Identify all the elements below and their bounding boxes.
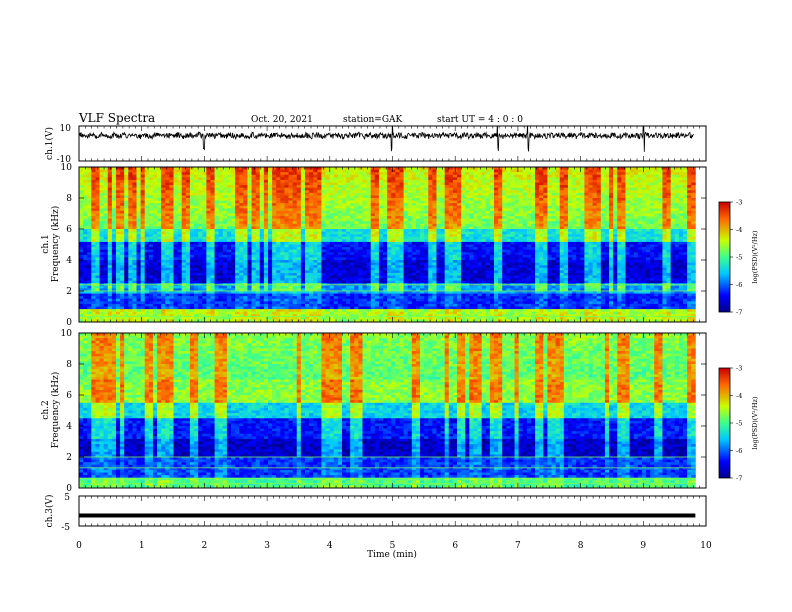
ch1-spectrogram-panel: 0 2 4 6 8 10 ch.1 Frequency (kHz) [41, 163, 707, 328]
x-tick-label: 1 [139, 541, 145, 551]
ch1-colorbar-label: log(PSD)(V²/Hz) [751, 230, 759, 283]
date-label: Oct. 20, 2021 [251, 115, 313, 125]
ch2-colorbar-label: log(PSD)(V²/Hz) [751, 396, 759, 449]
ch3-ytick-bottom: -5 [61, 523, 70, 533]
y-tick-label: 0 [66, 318, 72, 328]
colorbar-tick-label: -6 [736, 281, 742, 289]
figure-title: VLF Spectra [78, 111, 155, 125]
ch1-ylabel: ch.1(V) [44, 127, 55, 160]
ch2-spec-ylabel-frequency: Frequency (kHz) [50, 372, 61, 449]
y-tick-label: 10 [61, 163, 73, 173]
y-tick-label: 10 [61, 329, 73, 339]
colorbar-tick-label: -4 [736, 226, 742, 234]
x-tick-label: 4 [327, 541, 333, 551]
ch2-colorbar: -3 -4 -5 -6 -7 log(PSD)(V²/Hz) [718, 365, 759, 483]
ch2-spectrogram-image [79, 333, 696, 489]
start-ut-label: start UT = 4 : 0 : 0 [437, 115, 523, 125]
y-tick-label: 4 [66, 256, 72, 266]
y-tick-label: 6 [66, 225, 72, 235]
ch1-spec-ylabel-frequency: Frequency (kHz) [50, 206, 61, 283]
ch2-spec-ylabel-channel: ch.2 [41, 400, 51, 419]
y-tick-label: 6 [66, 391, 72, 401]
x-tick-label: 5 [390, 541, 396, 551]
ch1-colorbar: -3 -4 -5 -6 -7 log(PSD)(V²/Hz) [718, 199, 759, 317]
ch3-ylabel: ch.3(V) [44, 495, 55, 528]
ch3-ytick-top: 5 [64, 493, 70, 503]
ch2-colorbar-gradient [718, 367, 731, 479]
ch1-waveform-line [79, 126, 694, 152]
station-label: station=GAK [343, 115, 403, 125]
y-tick-label: 2 [66, 287, 72, 297]
colorbar-tick-label: -3 [736, 365, 742, 373]
colorbar-tick-label: -5 [736, 254, 742, 262]
x-tick-label: 6 [452, 541, 458, 551]
colorbar-tick-label: -7 [736, 475, 742, 483]
ch1-spectrogram-image [79, 167, 696, 323]
x-tick-label: 0 [76, 541, 82, 551]
colorbar-tick-label: -3 [736, 199, 742, 207]
x-tick-label: 10 [700, 541, 712, 551]
x-tick-label: 7 [515, 541, 521, 551]
ch1-spec-ylabel-channel: ch.1 [41, 234, 51, 253]
ch1-ytick-bottom: -10 [57, 155, 72, 165]
y-tick-label: 2 [66, 453, 72, 463]
x-axis-label: Time (min) [367, 549, 417, 560]
x-tick-label: 9 [640, 541, 646, 551]
x-axis-tick-labels: 0 1 2 3 4 5 6 7 8 9 10 [76, 541, 712, 551]
ch1-ytick-top: 10 [60, 124, 72, 134]
colorbar-tick-label: -5 [736, 420, 742, 428]
x-tick-label: 3 [264, 541, 270, 551]
colorbar-tick-label: -7 [736, 309, 742, 317]
ch2-spectrogram-panel: 0 2 4 6 8 10 ch.2 Frequency (kHz) [41, 329, 707, 494]
colorbar-tick-label: -4 [736, 392, 742, 400]
ch1-waveform-panel: 10 -10 ch.1(V) [44, 124, 707, 165]
ch1-colorbar-gradient [718, 201, 731, 313]
y-tick-label: 8 [66, 360, 72, 370]
y-tick-label: 8 [66, 194, 72, 204]
y-tick-label: 0 [66, 484, 72, 494]
x-tick-label: 2 [202, 541, 208, 551]
x-tick-label: 8 [578, 541, 584, 551]
y-tick-label: 4 [66, 422, 72, 432]
colorbar-tick-label: -6 [736, 447, 742, 455]
ch3-panel: 5 -5 ch.3(V) [44, 493, 707, 533]
